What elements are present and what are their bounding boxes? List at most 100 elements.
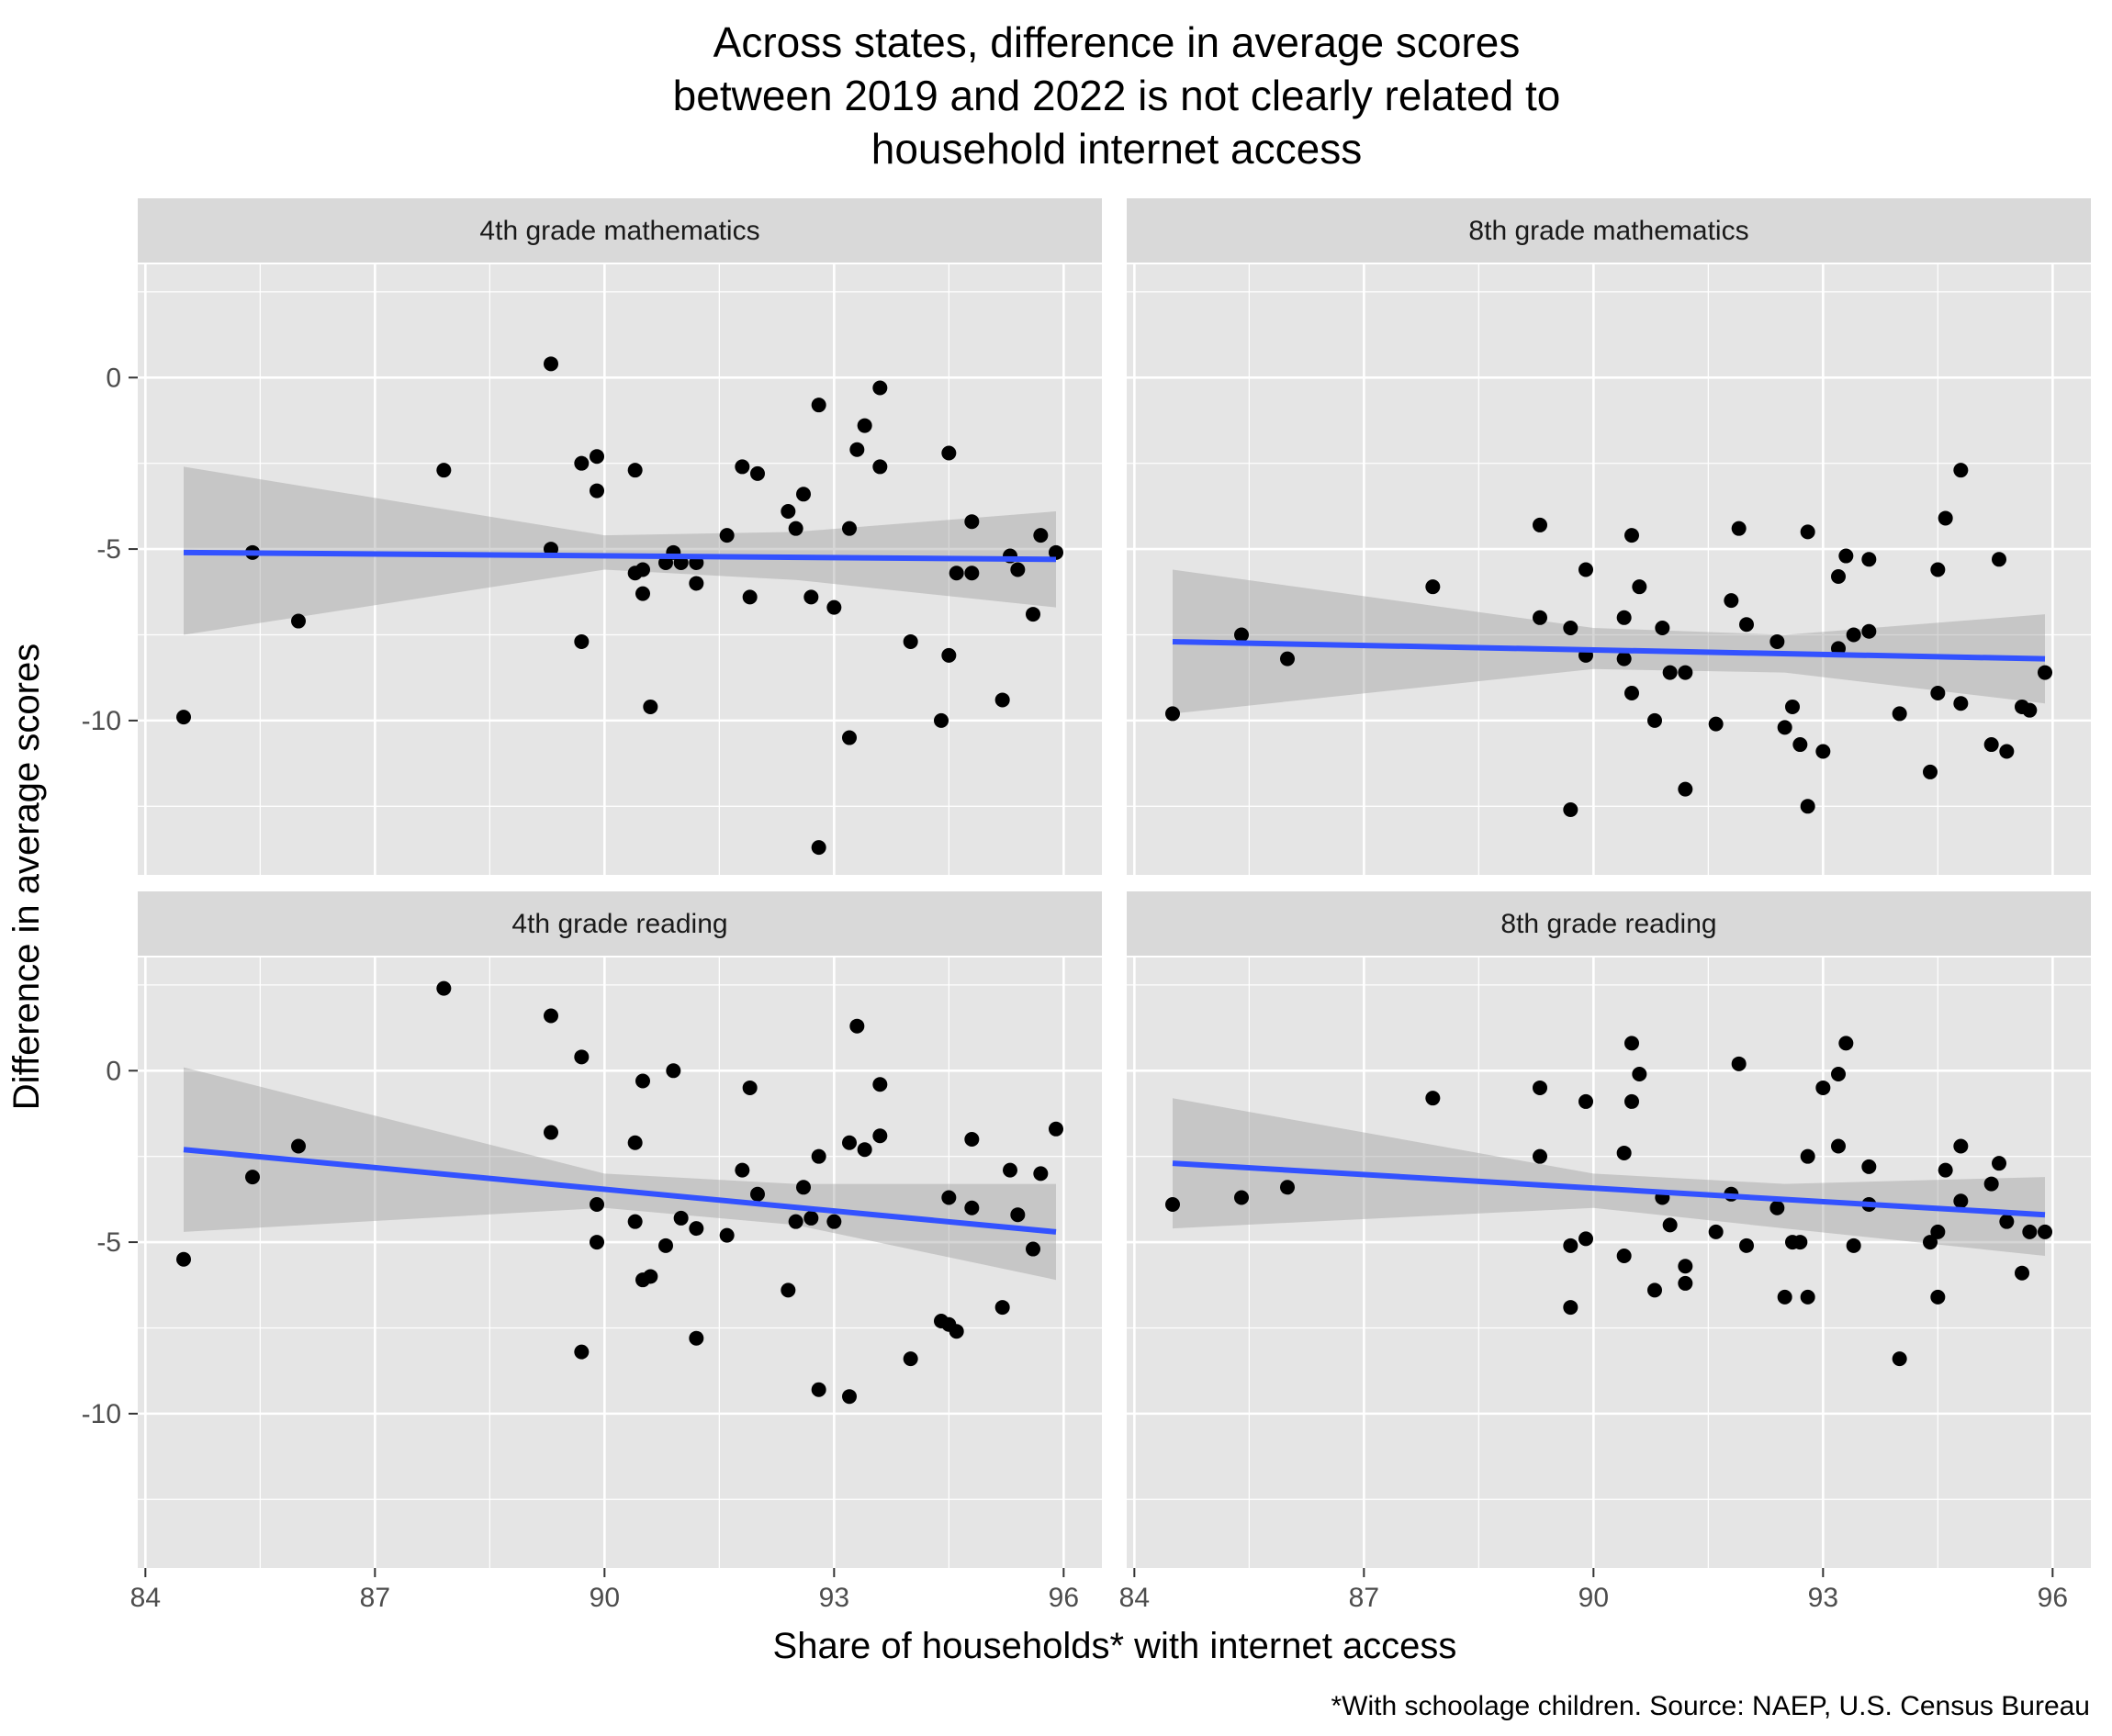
data-point (2022, 702, 2038, 718)
y-tick-label: 0 (106, 363, 121, 393)
data-point (735, 459, 750, 475)
data-point (1632, 1067, 1647, 1082)
data-point (872, 380, 888, 396)
data-point (1563, 1238, 1578, 1253)
data-point (1425, 579, 1441, 595)
data-point (742, 1080, 758, 1095)
data-point (1930, 1224, 1946, 1239)
data-point (811, 1148, 826, 1164)
y-tick-label: -10 (82, 706, 121, 736)
data-point (1708, 1224, 1724, 1239)
data-point (1815, 744, 1831, 759)
trend-line (183, 1147, 1057, 1235)
data-point (1777, 1289, 1792, 1305)
data-point (803, 589, 819, 605)
data-point (2038, 1224, 2052, 1239)
data-point (781, 503, 796, 519)
chart-title: Across states, difference in average sco… (673, 18, 1561, 173)
chart-title-line-1: Across states, difference in average sco… (713, 18, 1521, 66)
x-tick-label: 96 (1049, 1583, 1079, 1613)
data-point (590, 1235, 604, 1250)
data-point (1861, 552, 1877, 567)
data-point (1815, 1080, 1831, 1095)
data-point (1678, 1259, 1693, 1274)
data-point (1026, 1241, 1040, 1257)
data-point (635, 586, 650, 601)
data-point (1533, 1148, 1547, 1164)
data-point (1624, 1093, 1639, 1109)
data-point (1800, 1148, 1815, 1164)
facet-panel: 4th grade reading 0 -5 -10 84 87 90 93 96 (82, 891, 1102, 1613)
data-point (176, 1251, 191, 1267)
data-point (964, 1200, 980, 1215)
data-point (788, 521, 803, 536)
data-point (903, 1351, 918, 1367)
data-point (2022, 1224, 2038, 1239)
data-point (643, 1269, 658, 1284)
data-point (689, 1221, 704, 1237)
facet-panels: 4th grade mathematics 0 -5 -10 8th grade mat… (82, 198, 2091, 1613)
data-point (1953, 1193, 1969, 1209)
data-point (1999, 744, 2015, 759)
data-point (719, 528, 735, 543)
data-point (1831, 568, 1846, 584)
data-point (1632, 579, 1647, 595)
x-tick-label: 93 (1808, 1583, 1838, 1613)
data-point (1624, 685, 1639, 700)
data-point (1563, 802, 1578, 818)
data-point (1033, 1166, 1049, 1182)
facet-strip-label: 4th grade mathematics (479, 216, 759, 246)
data-point (1731, 1056, 1747, 1071)
facet-strip-label: 8th grade reading (1500, 909, 1716, 939)
data-point (1792, 737, 1808, 753)
data-point (849, 1018, 865, 1034)
data-point (1578, 562, 1593, 577)
data-point (811, 840, 826, 856)
facet-panel: 8th grade reading 84 87 90 93 96 (1119, 891, 2091, 1613)
data-point (872, 1077, 888, 1092)
data-point (903, 633, 918, 649)
data-point (1563, 621, 1578, 636)
data-point (643, 699, 658, 714)
data-point (1831, 1067, 1846, 1082)
chart-title-line-2: between 2019 and 2022 is not clearly rel… (673, 72, 1561, 119)
data-point (1563, 1300, 1578, 1316)
data-point (872, 1128, 888, 1144)
x-tick-label: 90 (1578, 1583, 1609, 1613)
confidence-band (1173, 1098, 2045, 1256)
data-point (949, 1324, 964, 1339)
data-point (1647, 1282, 1662, 1298)
x-tick-label: 93 (819, 1583, 849, 1613)
data-point (1861, 1159, 1877, 1174)
data-point (544, 356, 558, 372)
data-point (291, 1138, 306, 1154)
data-point (2038, 665, 2052, 680)
data-point (1678, 665, 1693, 680)
data-point (796, 1180, 811, 1195)
data-point (1800, 524, 1815, 540)
data-point (1769, 633, 1785, 649)
data-point (742, 589, 758, 605)
data-point (1049, 1121, 1063, 1137)
data-point (788, 1214, 803, 1229)
y-tick-label: 0 (106, 1056, 121, 1086)
data-point (1838, 1036, 1854, 1051)
data-point (1026, 607, 1040, 622)
facet-strip (1127, 891, 2091, 956)
data-point (842, 521, 857, 536)
data-point (1923, 1235, 1938, 1250)
data-point (842, 730, 857, 745)
data-point (1992, 552, 2006, 567)
data-point (1234, 1190, 1249, 1205)
data-point (811, 398, 826, 413)
trend-line (1172, 1160, 2046, 1218)
data-point (1662, 1217, 1678, 1233)
data-point (1234, 627, 1249, 643)
x-tick-label: 90 (590, 1583, 620, 1613)
panel-background (138, 958, 1102, 1568)
data-point (1892, 706, 1907, 722)
data-point (1033, 528, 1049, 543)
data-point (1624, 528, 1639, 543)
data-point (949, 566, 964, 581)
x-tick-label: 87 (1349, 1583, 1379, 1613)
